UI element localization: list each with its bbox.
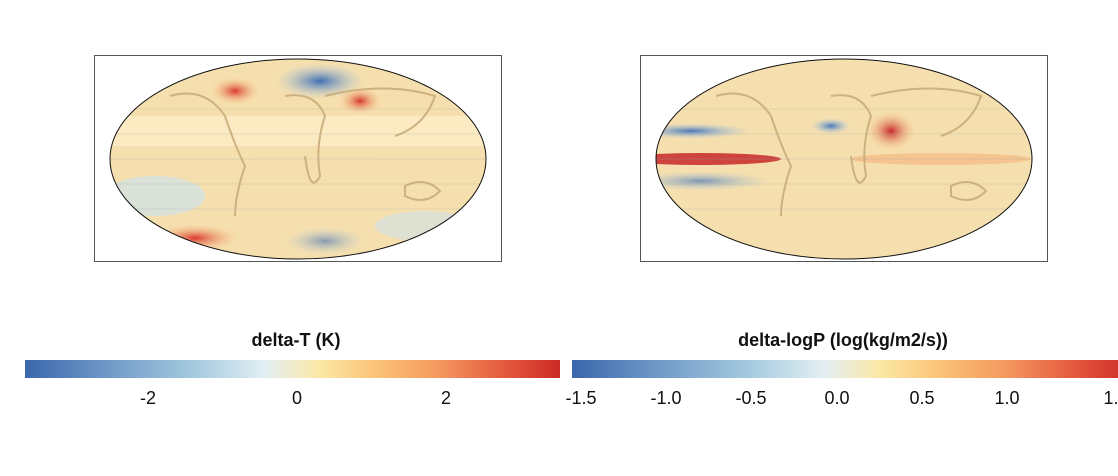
tick-label: 0 <box>291 388 303 408</box>
tick-label: 0.0 <box>824 388 850 408</box>
tick-label: -2 <box>139 388 157 408</box>
colorbar-delta-t <box>25 360 560 378</box>
tick-label: 1.0 <box>994 388 1020 408</box>
delta-t-map <box>109 58 487 260</box>
colorbar-delta-logp <box>572 360 1118 378</box>
tick-label: 1.5 <box>1103 388 1118 408</box>
colorbar-title-delta-t: delta-T (K) <box>251 330 341 350</box>
tick-label: -1.5 <box>565 388 597 408</box>
delta-logp-map <box>655 58 1033 260</box>
tick-label: 2 <box>440 388 452 408</box>
tick-label: -0.5 <box>735 388 767 408</box>
colorbar-title-delta-logp: delta-logP (log(kg/m2/s)) <box>738 330 948 350</box>
delta-t-map-panel <box>94 55 502 262</box>
delta-logp-map-panel <box>640 55 1048 262</box>
tick-label: 0.5 <box>909 388 935 408</box>
tick-label: -1.0 <box>650 388 682 408</box>
